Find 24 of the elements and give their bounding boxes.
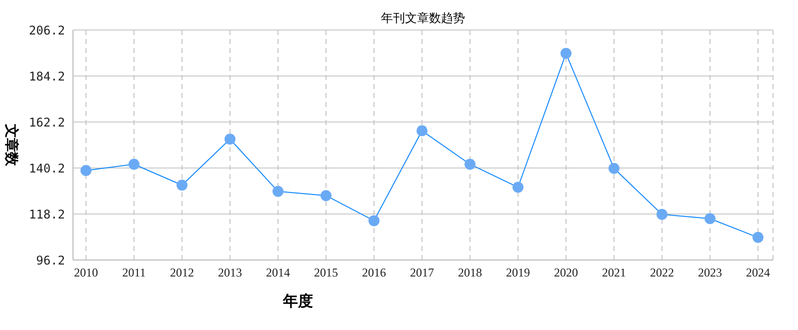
y-tick-label: 118.2 (28, 207, 65, 222)
x-tick-label: 2016 (362, 266, 386, 280)
x-tick-label: 2015 (314, 266, 338, 280)
x-tick-label: 2017 (410, 266, 434, 280)
y-tick-label: 140.2 (28, 161, 65, 176)
x-tick-label: 2010 (74, 266, 98, 280)
x-tick-label: 2020 (554, 266, 578, 280)
x-axis-title: 年度 (282, 292, 314, 311)
x-tick-label: 2012 (170, 266, 194, 280)
x-tick-label: 2014 (266, 266, 290, 280)
x-tick-label: 2019 (506, 266, 530, 280)
x-tick-label: 2024 (746, 266, 770, 280)
y-axis-title: 文章数 (2, 123, 20, 168)
x-tick-label: 2011 (122, 266, 146, 280)
chart-title: 年刊文章数趋势 (380, 10, 466, 27)
y-tick-label: 206.2 (28, 23, 65, 38)
y-tick-label: 96.2 (36, 253, 65, 268)
x-tick-label: 2021 (602, 266, 626, 280)
x-tick-label: 2018 (458, 266, 482, 280)
x-tick-label: 2022 (650, 266, 674, 280)
y-tick-label: 162.2 (28, 115, 65, 130)
x-tick-label: 2013 (218, 266, 242, 280)
x-tick-label: 2023 (698, 266, 722, 280)
y-tick-label: 184.2 (28, 69, 65, 84)
